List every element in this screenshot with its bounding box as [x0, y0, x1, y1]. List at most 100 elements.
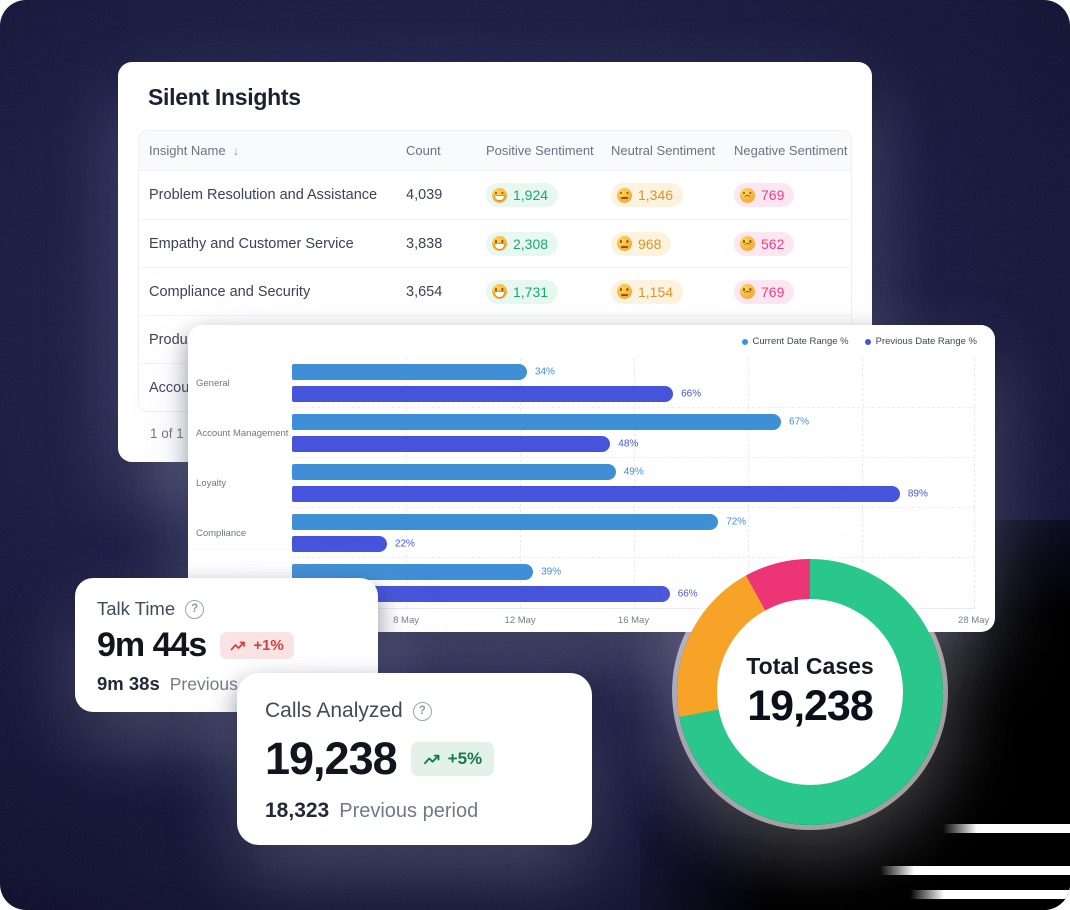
- bar-current: 49%: [292, 464, 644, 480]
- bar-group: 67% 48%: [292, 408, 975, 458]
- table-row[interactable]: Empathy and Customer Service 3,838 2,308 96…: [139, 219, 851, 267]
- sentiment-cell: 769: [724, 279, 851, 304]
- bar-plot: 34% 66% 67% 48% 49% 89% 72% 22% 39% 66%: [292, 358, 975, 608]
- sentiment-pill: 968: [611, 231, 672, 256]
- category-label: Compliance: [196, 527, 247, 539]
- trend-up-icon: [423, 754, 440, 764]
- sentiment-pill: 1,924: [486, 183, 559, 207]
- pos-face-icon: [492, 236, 507, 251]
- column-header[interactable]: Insight Name ↓: [149, 143, 240, 158]
- neg-face-icon: [740, 284, 755, 299]
- sentiment-cell: 968: [601, 231, 724, 256]
- chart-legend: Current Date Range % Previous Date Range …: [741, 336, 977, 347]
- bar-value-label: 22%: [394, 538, 415, 550]
- bar-previous: 48%: [292, 436, 638, 452]
- pos-face-icon: [492, 187, 507, 203]
- sentiment-pill: 2,308: [486, 231, 559, 256]
- legend-dot-icon: [741, 338, 748, 345]
- bar-value-label: 89%: [907, 488, 928, 500]
- bar-group: 34% 66%: [292, 358, 975, 408]
- previous-value: 18,323: [265, 799, 330, 822]
- category-label: Loyalty: [196, 477, 227, 489]
- bar-value-label: 72%: [726, 516, 747, 528]
- kpi-title-row: Calls Analyzed ?: [265, 699, 564, 723]
- bar-previous: 22%: [292, 536, 415, 552]
- deco-stripe: [943, 824, 1070, 833]
- count-cell: 3,838: [406, 235, 443, 252]
- sentiment-pill: 562: [734, 231, 795, 256]
- bar-value-label: 39%: [541, 566, 562, 578]
- x-axis-label: 16 May: [617, 615, 650, 626]
- legend-item[interactable]: Previous Date Range %: [864, 336, 977, 347]
- column-header[interactable]: Neutral Sentiment: [611, 143, 716, 158]
- legend-dot-icon: [864, 338, 871, 345]
- help-icon[interactable]: ?: [412, 701, 432, 721]
- column-header[interactable]: Negative Sentiment: [734, 143, 848, 158]
- donut-value: 19,238: [747, 682, 874, 730]
- neu-face-icon: [617, 236, 632, 251]
- neg-face-icon: [740, 187, 755, 203]
- x-axis-label: 12 May: [504, 615, 536, 626]
- sentiment-cell: 562: [724, 231, 851, 256]
- donut-center: Total Cases 19,238: [717, 599, 903, 785]
- category-label: General: [196, 377, 230, 389]
- sentiment-pill: 1,346: [611, 183, 684, 207]
- column-header[interactable]: Count: [406, 143, 441, 158]
- neg-face-icon: [740, 236, 755, 251]
- kpi-value: 9m 44s: [97, 626, 207, 664]
- sentiment-pill: 769: [734, 279, 795, 304]
- insight-name-cell: Problem Resolution and Assistance: [149, 187, 378, 203]
- kpi-value: 19,238: [265, 733, 398, 784]
- sentiment-cell: 1,924: [476, 183, 601, 207]
- bar-value-label: 48%: [618, 438, 639, 450]
- insight-name-cell: Compliance and Security: [149, 283, 311, 300]
- sentiment-pill: 1,154: [611, 279, 684, 304]
- legend-item[interactable]: Current Date Range %: [741, 336, 849, 347]
- kpi-title: Talk Time: [97, 598, 176, 619]
- sentiment-pill: 1,731: [486, 279, 559, 304]
- insight-name-cell: Empathy and Customer Service: [149, 235, 354, 252]
- bar-group: 49% 89%: [292, 458, 975, 508]
- sort-descending-icon[interactable]: ↓: [232, 143, 240, 158]
- kpi-title-row: Talk Time ?: [97, 598, 356, 620]
- table-row[interactable]: Compliance and Security 3,654 1,731 1,154 76…: [139, 267, 851, 315]
- category-label: Account Management: [196, 427, 289, 439]
- bar-previous: 89%: [292, 486, 928, 502]
- sentiment-cell: 1,154: [601, 279, 724, 304]
- previous-value: 9m 38s: [97, 673, 160, 694]
- table-row[interactable]: Problem Resolution and Assistance 4,039 1,…: [139, 171, 851, 219]
- donut-title: Total Cases: [746, 653, 874, 679]
- deco-stripe: [880, 866, 1070, 875]
- bar-value-label: 34%: [534, 366, 555, 378]
- bar-group: 72% 22%: [292, 508, 975, 558]
- x-axis-label: 28 May: [958, 615, 990, 626]
- bar-value-label: 67%: [789, 416, 810, 428]
- delta-badge: +5%: [410, 742, 495, 776]
- sentiment-cell: 769: [724, 183, 851, 207]
- calls-analyzed-card: Calls Analyzed ? 19,238 +5% 18,323 Previ…: [237, 673, 592, 845]
- insights-table-header: Insight Name ↓ Count Positive Sentiment Neut…: [139, 131, 851, 171]
- help-icon[interactable]: ?: [185, 599, 205, 619]
- category-labels: General Account Management Loyalty Complian…: [196, 358, 290, 608]
- bar-previous: 66%: [292, 386, 701, 402]
- x-axis-label: 8 May: [393, 615, 419, 626]
- sentiment-cell: 2,308: [476, 231, 601, 256]
- donut-chart: Total Cases 19,238: [677, 559, 943, 825]
- column-header[interactable]: Positive Sentiment: [486, 143, 594, 158]
- trend-up-icon: [230, 641, 246, 650]
- page-title: Silent Insights: [148, 84, 301, 110]
- delta-value: +1%: [253, 637, 284, 654]
- sentiment-cell: 1,346: [601, 183, 724, 207]
- bar-value-label: 66%: [681, 388, 702, 400]
- pos-face-icon: [492, 284, 507, 299]
- sentiment-cell: 1,731: [476, 279, 601, 304]
- count-cell: 4,039: [406, 187, 443, 203]
- neu-face-icon: [617, 187, 632, 203]
- sentiment-pill: 769: [734, 183, 795, 207]
- previous-label: Previous period: [339, 800, 479, 822]
- bar-current: 67%: [292, 414, 809, 430]
- delta-value: +5%: [447, 749, 483, 768]
- deco-stripe: [910, 890, 1070, 899]
- bar-value-label: 49%: [623, 466, 644, 478]
